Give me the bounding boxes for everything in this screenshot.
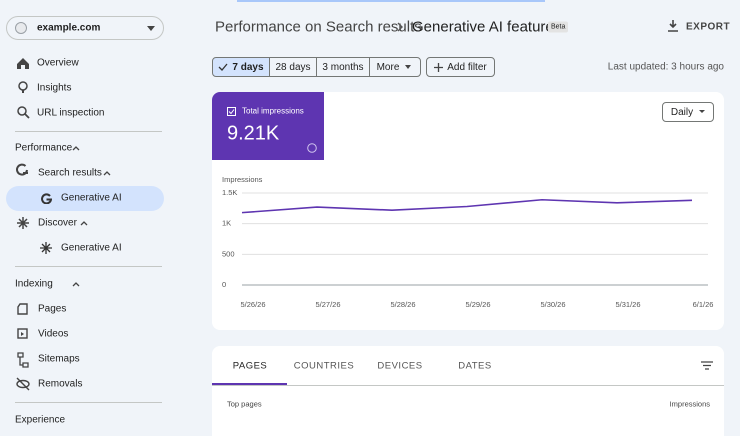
divider <box>15 402 162 403</box>
google-icon <box>41 193 52 204</box>
metric-value: 9.21K <box>227 122 280 145</box>
column-header: Impressions <box>669 399 710 409</box>
export-button[interactable]: EXPORT <box>686 21 731 33</box>
x-tick-label: 5/28/26 <box>390 300 415 309</box>
tab[interactable]: DEVICES <box>377 360 423 372</box>
active-item <box>6 186 164 211</box>
filter-icon[interactable] <box>701 361 713 370</box>
last-updated: Last updated: 3 hours ago <box>607 61 724 73</box>
range-label: 7 days <box>232 61 264 73</box>
x-tick-label: 5/30/26 <box>540 300 565 309</box>
x-tick-label: 5/31/26 <box>615 300 640 309</box>
help-icon <box>307 143 317 153</box>
range-chip[interactable]: 28 days <box>269 57 317 77</box>
granularity-select[interactable]: Daily <box>662 102 714 122</box>
x-tick-label: 5/26/26 <box>240 300 265 309</box>
checkbox <box>227 107 236 116</box>
plus <box>434 62 444 72</box>
nav-item[interactable]: Sitemaps <box>38 353 80 365</box>
progress <box>237 0 545 2</box>
chart: Impressions 0 500 1K 1.5K 5/26/26 5/27/26 5/28… <box>222 175 714 309</box>
export-icon <box>668 20 678 32</box>
x-tick-label: 6/1/26 <box>693 300 714 309</box>
property-name: example.com <box>37 22 101 34</box>
divider <box>15 131 162 132</box>
range-label: More <box>376 61 400 73</box>
nav-item[interactable]: Discover <box>38 217 77 229</box>
granularity-label: Daily <box>670 106 694 118</box>
line <box>241 198 693 214</box>
discover-icon <box>40 242 52 254</box>
breadcrumb[interactable]: Performance on Search results <box>215 18 422 36</box>
badge: Beta <box>548 21 569 33</box>
nav-item[interactable]: Removals <box>38 378 83 390</box>
add-filter-label: Add filter <box>447 61 487 73</box>
tab[interactable]: COUNTRIES <box>293 360 355 372</box>
range-chip[interactable]: More <box>369 57 421 77</box>
nav-item[interactable]: Search results <box>38 167 102 179</box>
metric-card[interactable]: Total impressions 9.21K <box>212 92 324 160</box>
y-tick-label: 500 <box>222 249 235 258</box>
property-icon <box>15 22 27 34</box>
table-card: PAGES COUNTRIES DEVICES DATES Top pages … <box>212 346 724 436</box>
column-header: Top pages <box>227 399 262 409</box>
nav-icons <box>16 58 30 391</box>
range-label: 28 days <box>275 61 311 73</box>
check <box>218 63 228 71</box>
caret <box>405 64 412 69</box>
tab-indicator <box>212 383 287 385</box>
sub-carets <box>103 171 111 176</box>
y-tick-label: 1.5K <box>222 188 237 197</box>
range-label: 3 months <box>322 61 364 73</box>
property-selector[interactable]: example.com <box>6 16 164 40</box>
nav-item[interactable]: URL inspection <box>37 107 105 119</box>
tab[interactable]: PAGES <box>232 360 268 372</box>
range-chip[interactable]: 7 days <box>212 57 270 77</box>
range-chip[interactable]: 3 months <box>316 57 370 77</box>
chevron <box>397 22 403 32</box>
nav-item[interactable]: Generative AI <box>61 192 122 204</box>
x-tick-label: 5/29/26 <box>465 300 490 309</box>
page-title: Generative AI features <box>412 18 562 36</box>
y-axis-label: Impressions <box>222 175 263 184</box>
caret <box>699 110 706 113</box>
nav-item[interactable]: Overview <box>37 57 79 69</box>
section-title[interactable]: Performance <box>15 142 73 154</box>
tab[interactable]: DATES <box>458 360 492 372</box>
add-filter[interactable]: Add filter <box>426 57 495 77</box>
sub-caret <box>80 221 88 226</box>
section-title[interactable]: Indexing <box>15 278 53 290</box>
divider <box>212 385 724 386</box>
page: example.com Overview Insights URL inspec… <box>6 0 731 436</box>
section-carets <box>72 146 80 287</box>
metric-label: Total impressions <box>242 106 304 116</box>
section-title[interactable]: Experience <box>15 414 66 426</box>
nav-item[interactable]: Insights <box>37 82 72 94</box>
nav-item[interactable]: Videos <box>38 328 69 340</box>
divider <box>15 266 162 267</box>
y-tick-label: 0 <box>222 280 226 289</box>
y-tick-label: 1K <box>222 219 231 228</box>
caret <box>147 26 155 31</box>
nav-item[interactable]: Generative AI <box>61 242 122 254</box>
x-tick-label: 5/27/26 <box>315 300 340 309</box>
nav-item[interactable]: Pages <box>38 303 67 315</box>
